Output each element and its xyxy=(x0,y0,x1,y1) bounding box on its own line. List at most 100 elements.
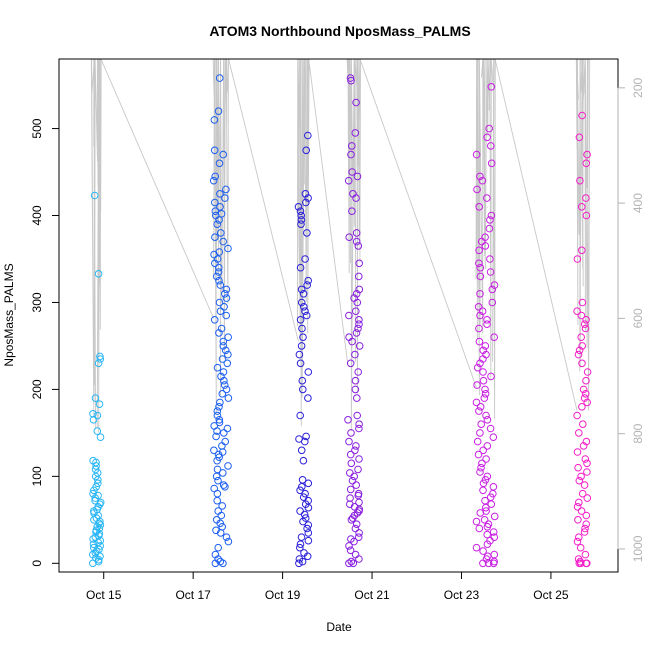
data-point xyxy=(224,333,232,342)
data-point xyxy=(95,400,104,409)
data-point xyxy=(296,359,305,368)
data-point xyxy=(579,420,587,429)
data-point xyxy=(578,359,586,368)
data-point xyxy=(347,76,355,85)
x-axis: Oct 15 Oct 17 Oct 19 Oct 21 Oct 23 Oct 25 xyxy=(86,571,569,602)
data-point xyxy=(304,394,312,402)
data-point xyxy=(355,420,363,429)
data-point xyxy=(575,533,583,542)
data-point xyxy=(479,547,487,555)
data-point xyxy=(218,502,226,510)
data-point xyxy=(479,346,488,355)
data-point xyxy=(351,350,359,359)
data-point xyxy=(295,559,303,568)
data-point xyxy=(217,229,225,237)
data-point xyxy=(349,559,358,568)
data-point xyxy=(96,536,105,545)
data-point xyxy=(352,237,361,246)
data-point xyxy=(347,150,355,159)
data-point xyxy=(89,456,97,465)
data-point xyxy=(304,536,313,545)
data-point xyxy=(213,272,221,281)
data-point xyxy=(219,237,227,246)
data-point xyxy=(573,537,582,546)
y-tick-label: 100 xyxy=(30,466,44,486)
x-axis-label: Date xyxy=(326,620,352,634)
data-point xyxy=(93,427,102,435)
data-point xyxy=(219,337,228,346)
data-point xyxy=(210,446,218,455)
data-point xyxy=(354,465,362,474)
data-point xyxy=(355,320,363,329)
data-point xyxy=(345,311,353,320)
data-point xyxy=(578,403,586,411)
data-point xyxy=(211,198,219,207)
y-tick-label: 200 xyxy=(30,379,44,399)
data-point xyxy=(94,270,103,278)
data-point xyxy=(217,372,225,381)
data-point xyxy=(296,316,305,324)
data-point xyxy=(473,185,481,194)
data-point xyxy=(354,324,362,333)
data-point xyxy=(352,307,360,316)
data-point xyxy=(475,203,484,211)
data-point xyxy=(347,557,356,566)
data-point xyxy=(479,376,488,385)
data-point xyxy=(483,133,492,142)
data-point xyxy=(215,403,223,411)
data-point xyxy=(221,346,230,355)
secondary-transit-line xyxy=(494,59,578,411)
data-point xyxy=(96,498,105,507)
data-point xyxy=(488,285,497,294)
data-point xyxy=(479,446,488,455)
data-points xyxy=(89,74,592,568)
data-point xyxy=(474,303,483,311)
data-point xyxy=(582,211,591,220)
data-point xyxy=(222,385,231,394)
data-point xyxy=(580,394,589,402)
data-point xyxy=(483,472,492,481)
data-point xyxy=(214,543,222,552)
data-point xyxy=(347,535,355,543)
y-tick-label: 400 xyxy=(30,205,44,225)
data-point xyxy=(481,390,490,398)
secondary-transit-line xyxy=(308,59,349,365)
data-point xyxy=(347,459,356,468)
data-point xyxy=(215,248,224,256)
data-point xyxy=(355,529,363,537)
secondary-trace-flight-3 xyxy=(297,59,310,427)
data-point xyxy=(472,398,481,407)
data-point xyxy=(221,437,229,446)
data-point xyxy=(299,493,308,502)
data-point xyxy=(355,259,364,268)
data-point xyxy=(573,411,581,420)
data-point xyxy=(94,479,102,488)
data-point xyxy=(302,146,311,155)
data-point xyxy=(295,435,303,443)
data-point xyxy=(476,172,484,181)
data-point xyxy=(582,316,590,324)
data-point xyxy=(211,172,219,181)
data-point xyxy=(222,311,230,320)
data-point xyxy=(297,220,305,228)
data-point xyxy=(346,450,355,459)
y-axis: 0 100 200 300 400 500 xyxy=(30,118,60,567)
secondary-transit-line xyxy=(359,59,477,388)
data-point xyxy=(346,494,354,502)
data-point xyxy=(473,363,482,372)
data-point xyxy=(346,74,355,82)
data-point xyxy=(486,255,494,263)
data-point xyxy=(482,455,490,463)
data-point xyxy=(211,233,219,241)
y2-tick-label: 1000 xyxy=(631,535,645,562)
data-point xyxy=(298,324,306,333)
data-point xyxy=(483,320,491,329)
data-point xyxy=(573,307,581,316)
data-point xyxy=(476,311,484,320)
data-point xyxy=(219,150,227,159)
x-tick-label: Oct 21 xyxy=(354,588,390,602)
data-point xyxy=(215,74,224,82)
data-point xyxy=(301,514,310,522)
data-point xyxy=(224,462,232,470)
